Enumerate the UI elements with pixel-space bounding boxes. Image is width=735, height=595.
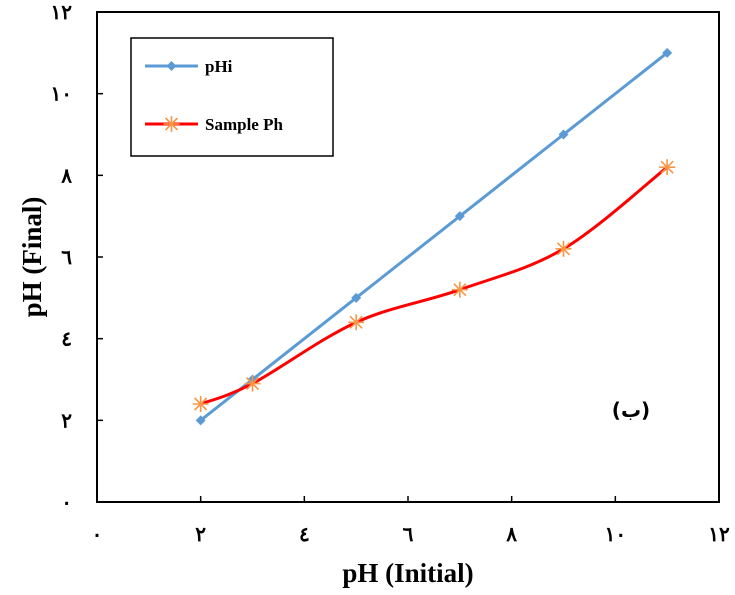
data-point-phi — [351, 292, 362, 303]
x-tick-label: ٢ — [195, 522, 206, 546]
data-point-sample — [244, 375, 261, 392]
data-point-phi — [558, 129, 569, 140]
y-tick-label: ١٢ — [51, 0, 73, 24]
series-group — [192, 47, 676, 426]
x-tick-label: ٤ — [299, 522, 310, 546]
legend-marker-phi — [166, 61, 177, 71]
axis-ticks: ٠ ٢ ٤ ٦ ٨ ١٠ ١٢ ٠ ٢ ٤ ٦ ٨ ١٠ ١٢ — [51, 0, 730, 546]
panel-annotation: (ب) — [612, 398, 650, 422]
legend-marker-sample — [163, 116, 180, 132]
legend-label-sample: Sample Ph — [205, 115, 283, 134]
legend: pHi Sample Ph — [130, 37, 334, 157]
y-tick-label: ٠ — [61, 490, 72, 514]
y-tick-label: ٢ — [61, 408, 72, 432]
data-point-sample — [659, 159, 676, 176]
data-point-sample — [555, 240, 572, 257]
y-axis-title: pH (Final) — [17, 197, 47, 318]
x-tick-label: ٨ — [505, 522, 517, 546]
data-point-sample — [451, 281, 468, 298]
data-point-phi — [662, 47, 673, 58]
y-tick-label: ٦ — [61, 245, 72, 269]
data-point-phi — [195, 415, 206, 426]
y-tick-label: ٤ — [61, 327, 72, 351]
x-tick-label: ٠ — [92, 522, 103, 546]
x-tick-label: ١٠ — [605, 522, 626, 546]
data-point-phi — [454, 211, 465, 222]
x-tick-label: ١٢ — [708, 522, 730, 546]
x-tick-label: ٦ — [403, 522, 414, 546]
data-point-sample — [192, 396, 209, 412]
y-tick-label: ١٠ — [51, 82, 72, 106]
legend-label-phi: pHi — [205, 57, 233, 76]
legend-box — [130, 37, 334, 157]
data-point-sample — [348, 314, 365, 331]
y-tick-label: ٨ — [60, 163, 72, 187]
x-axis-title: pH (Initial) — [342, 558, 473, 588]
